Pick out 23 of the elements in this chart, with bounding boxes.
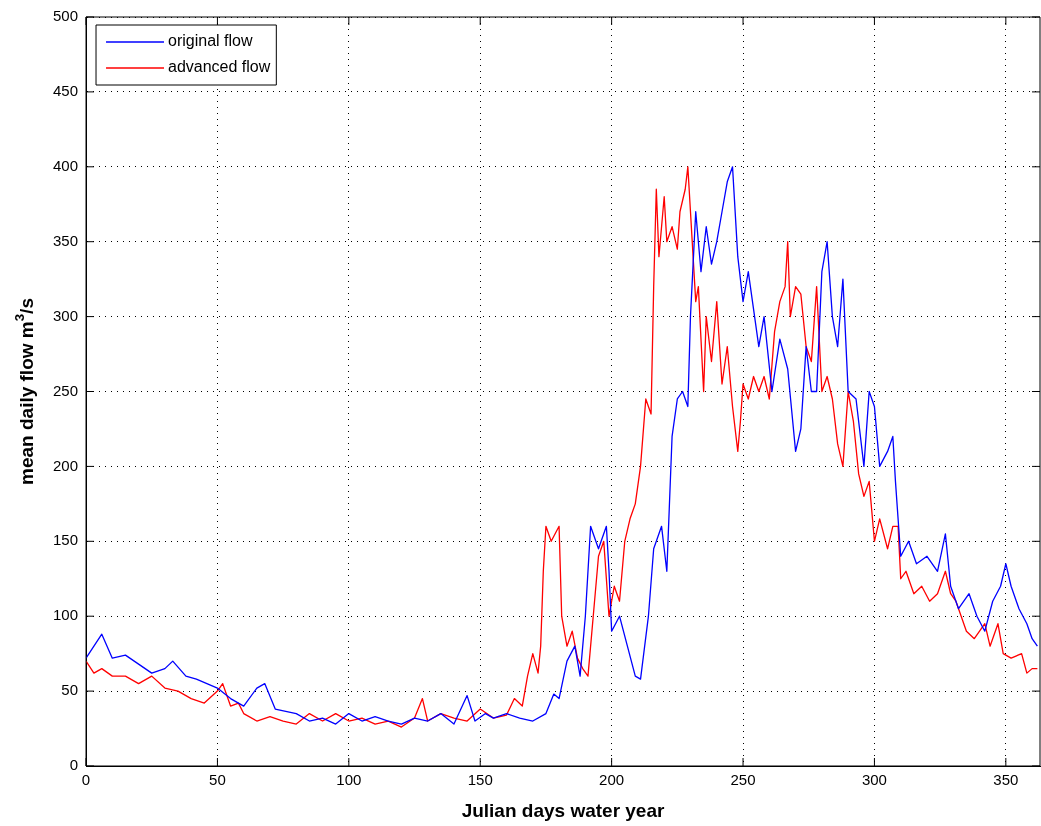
x-axis-title: Julian days water year (461, 800, 666, 822)
x-tick-label: 350 (993, 771, 1019, 789)
legend-label: original flow (168, 32, 253, 50)
y-tick-label: 500 (53, 7, 79, 25)
y-tick-label: 150 (53, 531, 79, 549)
x-tick-label: 200 (599, 771, 625, 789)
x-tick-label: 150 (467, 771, 493, 789)
legend-label: advanced flow (168, 58, 271, 76)
x-tick-label: 250 (730, 771, 756, 789)
y-tick-label: 250 (53, 381, 79, 399)
y-tick-label: 450 (53, 82, 79, 100)
x-tick-label: 300 (861, 771, 887, 789)
x-tick-label: 100 (336, 771, 362, 789)
y-tick-label: 300 (53, 306, 79, 324)
y-tick-label: 50 (61, 681, 79, 699)
y-tick-label: 200 (53, 456, 79, 474)
y-tick-label: 350 (53, 231, 79, 249)
x-tick-label: 50 (209, 771, 226, 789)
y-tick-label: 0 (69, 756, 79, 774)
y-tick-label: 100 (53, 606, 79, 624)
y-tick-label: 400 (53, 156, 79, 174)
y-axis-title: mean daily flow m3/s (12, 298, 38, 485)
x-tick-label: 0 (81, 771, 91, 789)
